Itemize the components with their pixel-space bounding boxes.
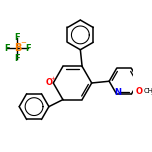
Text: F: F	[4, 44, 10, 53]
Text: F: F	[25, 44, 31, 53]
Text: CH: CH	[144, 88, 152, 95]
Text: O: O	[136, 87, 143, 96]
Text: B: B	[14, 43, 21, 53]
Text: F: F	[15, 54, 20, 63]
Text: N: N	[114, 88, 121, 97]
Text: F: F	[15, 33, 20, 42]
Text: +: +	[50, 76, 55, 81]
Text: 3: 3	[151, 91, 152, 96]
Text: O: O	[45, 78, 52, 88]
Text: −: −	[20, 40, 26, 46]
